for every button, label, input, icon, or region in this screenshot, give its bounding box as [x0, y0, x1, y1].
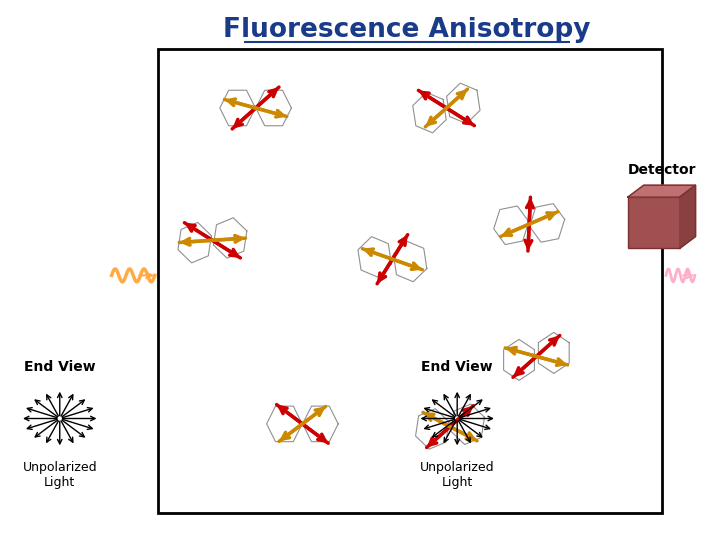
Polygon shape — [628, 185, 696, 197]
Text: Detector: Detector — [627, 163, 696, 177]
Text: Fluorescence Anisotropy: Fluorescence Anisotropy — [223, 17, 590, 43]
Text: End View: End View — [421, 360, 493, 374]
Polygon shape — [680, 185, 696, 248]
Text: End View: End View — [24, 360, 96, 374]
Text: Unpolarized
Light: Unpolarized Light — [22, 461, 97, 489]
FancyBboxPatch shape — [158, 49, 662, 513]
FancyBboxPatch shape — [628, 197, 680, 248]
Text: Unpolarized
Light: Unpolarized Light — [420, 461, 495, 489]
